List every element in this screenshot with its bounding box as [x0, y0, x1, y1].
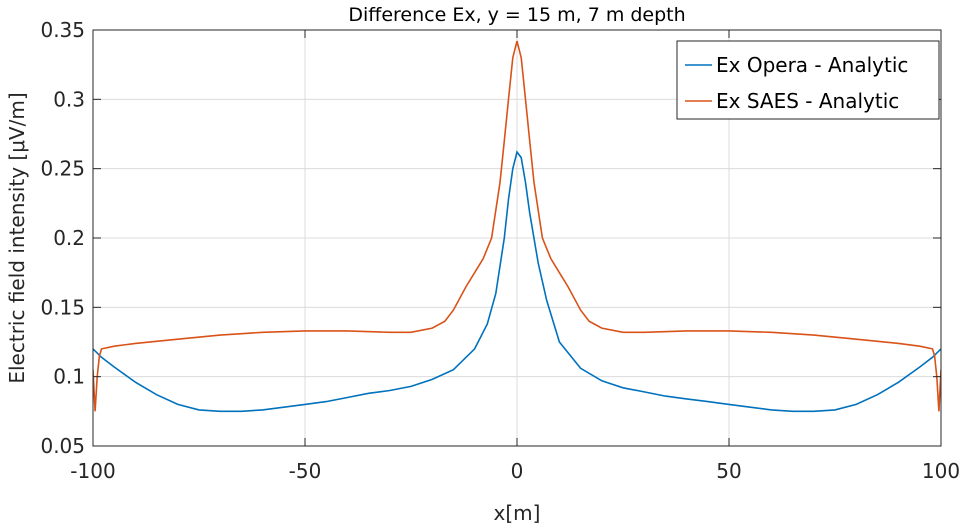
y-axis-label: Electric field intensity [μV/m]: [5, 92, 29, 383]
y-tick-label: 0.15: [40, 295, 85, 319]
y-tick-label: 0.05: [40, 434, 85, 458]
x-axis-label: x[m]: [494, 501, 541, 525]
x-tick-label: 100: [922, 459, 960, 483]
legend: Ex Opera - Analytic Ex SAES - Analytic: [676, 40, 940, 120]
legend-label-opera: Ex Opera - Analytic: [716, 53, 908, 77]
x-tick-label: 50: [716, 459, 741, 483]
y-tick-label: 0.25: [40, 157, 85, 181]
legend-box: [676, 40, 940, 120]
y-tick-label: 0.35: [40, 18, 85, 42]
series-line-saes: [93, 40, 941, 412]
y-ticks: 0.05 0.1 0.15 0.2 0.25 0.3 0.35: [40, 18, 941, 458]
y-tick-label: 0.2: [53, 226, 85, 250]
chart-title: Difference Ex, y = 15 m, 7 m depth: [348, 4, 685, 26]
y-tick-label: 0.3: [53, 87, 85, 111]
legend-label-saes: Ex SAES - Analytic: [716, 89, 899, 113]
x-ticks: -100 -50 0 50 100: [70, 30, 960, 483]
x-tick-label: -50: [289, 459, 322, 483]
x-tick-label: 0: [511, 459, 524, 483]
plot-area: [93, 40, 941, 413]
x-tick-label: -100: [70, 459, 115, 483]
y-tick-label: 0.1: [53, 365, 85, 389]
series-line-opera: [93, 150, 941, 413]
